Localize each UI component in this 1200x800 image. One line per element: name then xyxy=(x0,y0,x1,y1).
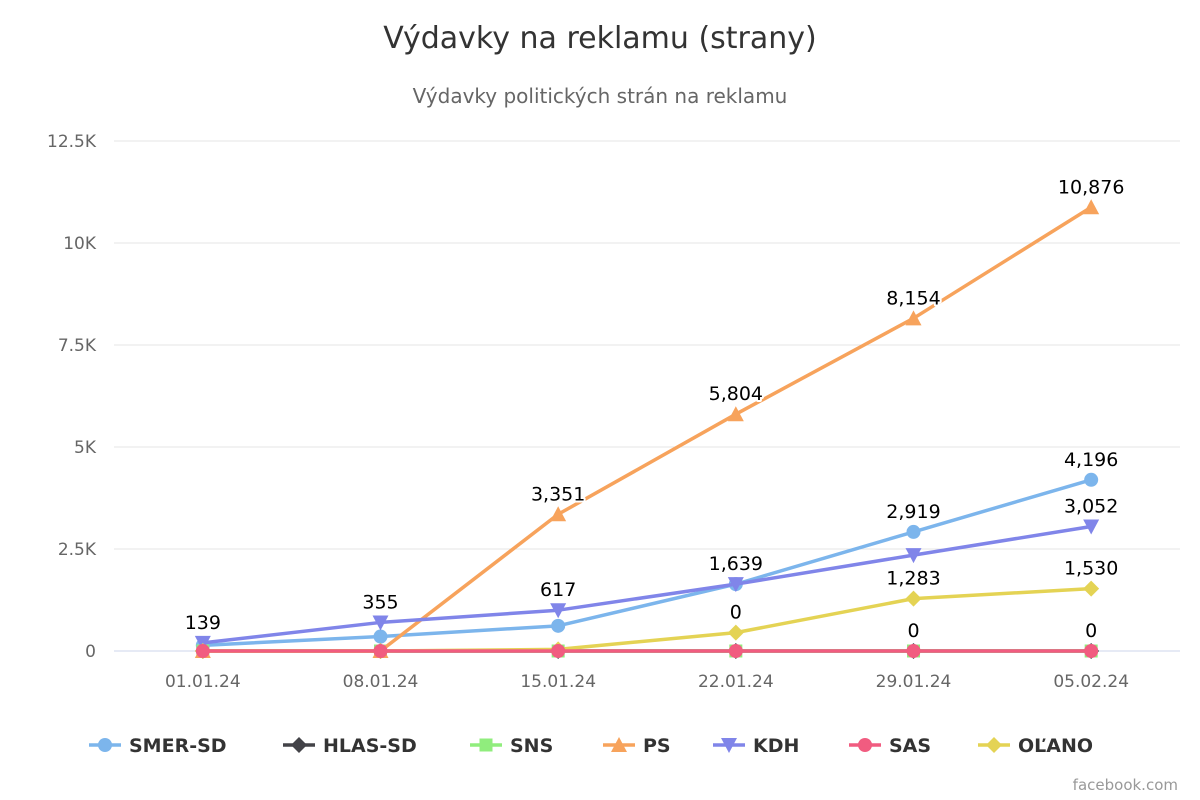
data-label-ps: 3,351 xyxy=(531,483,585,505)
series-line-ps[interactable] xyxy=(201,205,1093,653)
grid xyxy=(114,140,1180,550)
chart-title: Výdavky na reklamu (strany) xyxy=(383,21,816,56)
data-point-sas[interactable] xyxy=(906,644,921,658)
data-labels: 2,919 4,196 3,351 5,804 8,154 10,876 139 355 617… xyxy=(183,174,1127,644)
y-tick-label: 12.5K xyxy=(47,132,97,152)
series-line-kdh[interactable] xyxy=(201,524,1093,645)
data-label-kdh: 617 xyxy=(540,579,576,601)
data-point-smer-sd[interactable] xyxy=(551,618,566,633)
series-kdh xyxy=(194,519,1100,651)
data-point-sas[interactable] xyxy=(195,644,210,658)
data-label-ps: 8,154 xyxy=(886,287,940,309)
data-label-kdh: 3,052 xyxy=(1064,495,1118,517)
data-point-smer-sd[interactable] xyxy=(1084,472,1099,487)
axes: 0 2.5K 5K 7.5K 10K 12.5K 01.01.24 08.01.24 15.01… xyxy=(47,132,1180,692)
series-ps xyxy=(194,199,1100,658)
data-point-kdh[interactable] xyxy=(727,577,744,593)
y-tick-label: 10K xyxy=(63,234,97,254)
x-tick-label: 22.01.24 xyxy=(698,672,774,692)
data-point-o-ano[interactable] xyxy=(727,624,744,641)
legend-marker[interactable] xyxy=(611,737,627,752)
data-point-kdh[interactable] xyxy=(372,615,389,631)
data-point-kdh[interactable] xyxy=(905,548,922,564)
legend-label: SMER-SD xyxy=(129,735,227,757)
legend-label: HLAS-SD xyxy=(323,735,417,757)
data-point-smer-sd[interactable] xyxy=(906,524,921,539)
legend-item-o-ano[interactable]: OĽANO xyxy=(978,735,1093,757)
data-label-zero: 0 xyxy=(907,620,919,642)
x-tick-label: 05.02.24 xyxy=(1053,672,1129,692)
x-tick-label: 29.01.24 xyxy=(876,672,952,692)
legend-marker[interactable] xyxy=(986,737,1002,753)
legend-marker[interactable] xyxy=(858,738,872,752)
legend-label: SNS xyxy=(510,735,553,757)
legend-label: KDH xyxy=(753,735,799,757)
data-point-o-ano[interactable] xyxy=(1083,580,1100,597)
legend-marker[interactable] xyxy=(291,737,307,753)
series-o-ano xyxy=(194,580,1100,659)
data-label-kdh: 139 xyxy=(185,612,221,634)
data-point-ps[interactable] xyxy=(550,506,567,522)
x-tick-label: 01.01.24 xyxy=(165,672,241,692)
legend-label: PS xyxy=(643,735,671,757)
legend-item-ps[interactable]: PS xyxy=(603,735,671,757)
data-label-ps: 10,876 xyxy=(1058,176,1124,198)
data-label-smer-sd: 2,919 xyxy=(886,501,940,523)
data-point-sas[interactable] xyxy=(551,644,566,658)
data-point-ps[interactable] xyxy=(1083,199,1100,215)
y-tick-label: 0 xyxy=(85,642,96,662)
x-tick-label: 08.01.24 xyxy=(343,672,419,692)
legend-item-kdh[interactable]: KDH xyxy=(713,735,799,757)
y-tick-label: 7.5K xyxy=(58,336,97,356)
data-point-smer-sd[interactable] xyxy=(373,629,388,644)
data-label-kdh: 1,639 xyxy=(709,553,763,575)
data-point-ps[interactable] xyxy=(727,406,744,422)
data-point-kdh[interactable] xyxy=(1083,519,1100,535)
data-label-o-ano: 0 xyxy=(730,602,742,624)
series-layer xyxy=(194,199,1100,659)
data-point-o-ano[interactable] xyxy=(905,590,922,607)
legend-item-sns[interactable]: SNS xyxy=(470,735,553,757)
legend[interactable]: SMER-SD HLAS-SD SNS PS KDH SAS OĽANO xyxy=(89,735,1093,757)
data-label-o-ano: 1,283 xyxy=(886,568,940,590)
data-label-kdh: 355 xyxy=(362,591,398,613)
legend-marker[interactable] xyxy=(721,738,737,753)
legend-item-hlas-sd[interactable]: HLAS-SD xyxy=(283,735,417,757)
series-line-smer-sd[interactable] xyxy=(201,478,1093,648)
x-tick-label: 15.01.24 xyxy=(520,672,596,692)
data-label-o-ano: 1,530 xyxy=(1064,558,1118,580)
credits-text[interactable]: facebook.com xyxy=(1073,776,1178,794)
legend-item-smer-sd[interactable]: SMER-SD xyxy=(89,735,227,757)
data-label-zero: 0 xyxy=(1085,620,1097,642)
data-label-ps: 5,804 xyxy=(709,383,763,405)
data-point-sas[interactable] xyxy=(373,644,388,658)
data-point-ps[interactable] xyxy=(905,310,922,326)
chart-subtitle: Výdavky politických strán na reklamu xyxy=(413,84,788,108)
series-smer-sd xyxy=(195,472,1099,653)
legend-marker[interactable] xyxy=(479,738,493,752)
data-point-sas[interactable] xyxy=(1084,644,1099,658)
data-point-kdh[interactable] xyxy=(550,603,567,619)
data-label-smer-sd: 4,196 xyxy=(1064,449,1118,471)
legend-label: SAS xyxy=(889,735,931,757)
y-tick-label: 5K xyxy=(74,438,97,458)
series-sas xyxy=(195,644,1099,658)
y-tick-label: 2.5K xyxy=(58,540,97,560)
legend-label: OĽANO xyxy=(1018,735,1093,757)
legend-item-sas[interactable]: SAS xyxy=(849,735,931,757)
legend-marker[interactable] xyxy=(98,738,112,752)
data-point-sas[interactable] xyxy=(728,644,743,658)
